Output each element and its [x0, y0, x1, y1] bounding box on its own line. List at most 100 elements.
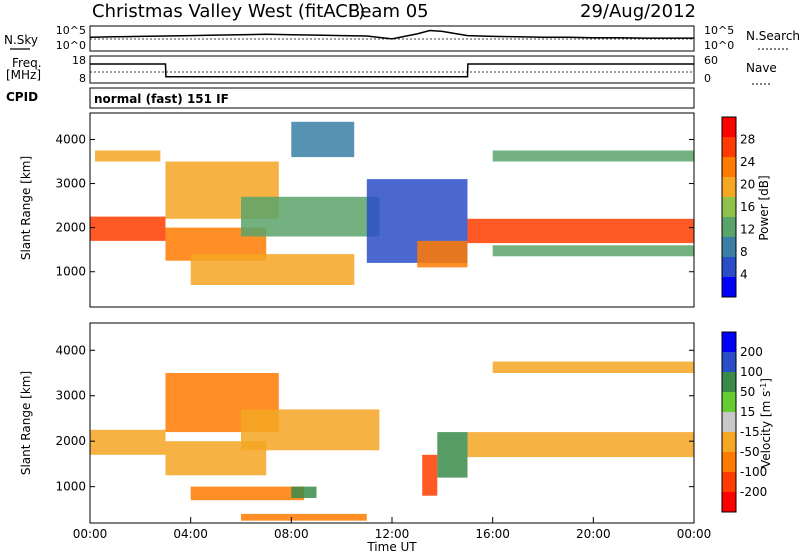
power-colorbar-tick: 12 [740, 223, 755, 237]
velocity-heatmap [90, 361, 694, 521]
velocity-colorbar-tick: -200 [740, 485, 767, 499]
power-y-axis: 1000 2000 3000 4000 [55, 132, 694, 279]
velocity-colorbar-tick: 200 [740, 345, 763, 359]
velocity-colorbar-swatch [722, 332, 736, 352]
power-colorbar-tick: 28 [740, 133, 755, 147]
power-colorbar-tick: 24 [740, 155, 755, 169]
x-tick-label: 12:00 [375, 527, 410, 541]
power-heatmap [90, 121, 694, 285]
velocity-x-axis: 00:00 04:00 08:00 12:00 16:00 20:00 00:00 [73, 517, 712, 541]
power-colorbar-swatch [722, 257, 736, 277]
velocity-colorbar-swatch [722, 492, 736, 512]
velocity-region [241, 409, 380, 451]
beam-title: Beam 05 [348, 1, 429, 22]
velocity-colorbar-swatch [722, 352, 736, 372]
power-region [190, 254, 355, 285]
frequency-series-line [90, 63, 694, 78]
velocity-colorbar-swatch [722, 412, 736, 432]
power-colorbar-swatch [722, 197, 736, 217]
power-y-tick-label: 3000 [55, 177, 86, 191]
power-colorbar-tick: 16 [740, 200, 755, 214]
power-colorbar-swatch [722, 237, 736, 257]
power-region [492, 150, 694, 162]
power-y-tick-label: 4000 [55, 132, 86, 146]
power-region [90, 216, 166, 241]
power-colorbar-label: Power [dB] [757, 175, 771, 240]
velocity-region [190, 486, 304, 501]
velocity-region [492, 361, 694, 373]
velocity-y-tick-label: 2000 [55, 434, 86, 448]
x-axis-label: Time UT [366, 540, 417, 554]
power-colorbar-frame [721, 116, 737, 298]
velocity-label-main: Velocity [m s [759, 391, 773, 468]
nsearch-label: N.Search [746, 29, 800, 43]
velocity-colorbar-tick: -50 [740, 445, 760, 459]
freq-tick-right-bottom: 0 [704, 72, 711, 85]
freq-tick-left-top: 18 [72, 54, 86, 67]
power-colorbar-tick: 4 [740, 268, 748, 282]
noise-tick-right-bottom: 10^0 [704, 39, 734, 52]
velocity-region [291, 486, 317, 498]
power-region [291, 121, 355, 158]
power-colorbar-swatch [722, 117, 736, 137]
power-colorbar-tick: 8 [740, 245, 748, 259]
freq-tick-left-bottom: 8 [79, 72, 86, 85]
freq-label-2: [MHz] [6, 68, 41, 82]
x-tick-label: 00:00 [73, 527, 108, 541]
velocity-colorbar-swatch [722, 472, 736, 492]
velocity-colorbar-tick: 15 [740, 405, 755, 419]
velocity-region [90, 429, 166, 455]
noise-tick-left-top: 10^5 [56, 24, 86, 37]
freq-tick-right-top: 60 [704, 54, 718, 67]
velocity-y-tick-label: 4000 [55, 343, 86, 357]
power-colorbar-tick: 20 [740, 178, 755, 192]
x-tick-label: 00:00 [677, 527, 712, 541]
power-colorbar-swatch [722, 157, 736, 177]
velocity-region [422, 454, 438, 496]
velocity-colorbar: 200 100 50 15 -15 -50 -100 -200 [721, 331, 767, 513]
power-region [241, 196, 380, 237]
power-colorbar-swatch [722, 137, 736, 157]
velocity-colorbar-swatch [722, 372, 736, 392]
velocity-label-end: ] [759, 378, 773, 383]
velocity-y-axis: 1000 2000 3000 4000 [55, 343, 694, 494]
freq-label-1: Freq. [12, 56, 42, 70]
nsky-label: N.Sky [4, 33, 38, 47]
velocity-region [437, 432, 468, 478]
power-y-tick-label: 1000 [55, 265, 86, 279]
power-region [95, 150, 161, 162]
power-region [467, 218, 694, 244]
velocity-colorbar-swatch [722, 432, 736, 452]
date-title: 29/Aug/2012 [580, 1, 696, 22]
power-colorbar: 4 8 12 16 20 24 28 [721, 116, 755, 298]
x-tick-label: 08:00 [274, 527, 309, 541]
power-region [492, 245, 694, 257]
power-region [417, 240, 468, 268]
velocity-colorbar-tick: -15 [740, 425, 760, 439]
velocity-y-tick-label: 3000 [55, 389, 86, 403]
cpid-label: CPID [6, 90, 38, 104]
velocity-region [467, 432, 694, 458]
velocity-colorbar-tick: 100 [740, 365, 763, 379]
velocity-colorbar-label: Velocity [m s-1] [759, 378, 773, 468]
noise-tick-left-bottom: 10^0 [56, 39, 86, 52]
station-title: Christmas Valley West (fitACF) [92, 1, 365, 22]
noise-series-line [89, 29, 694, 40]
x-tick-label: 16:00 [475, 527, 510, 541]
power-colorbar-swatch [722, 277, 736, 297]
x-tick-label: 04:00 [173, 527, 208, 541]
velocity-label-sup: -1 [759, 383, 768, 391]
power-y-label: Slant Range [km] [19, 156, 33, 260]
frequency-panel-frame [89, 55, 695, 84]
velocity-y-tick-label: 1000 [55, 480, 86, 494]
cpid-mode-text: normal (fast) 151 IF [94, 92, 229, 106]
power-colorbar-swatch [722, 217, 736, 237]
power-panel-frame [89, 112, 695, 308]
velocity-region [241, 513, 367, 521]
noise-tick-right-top: 10^5 [704, 24, 734, 37]
cpid-panel-frame [89, 87, 695, 109]
x-tick-label: 20:00 [576, 527, 611, 541]
velocity-y-label: Slant Range [km] [19, 371, 33, 475]
nave-label: Nave [746, 61, 777, 75]
